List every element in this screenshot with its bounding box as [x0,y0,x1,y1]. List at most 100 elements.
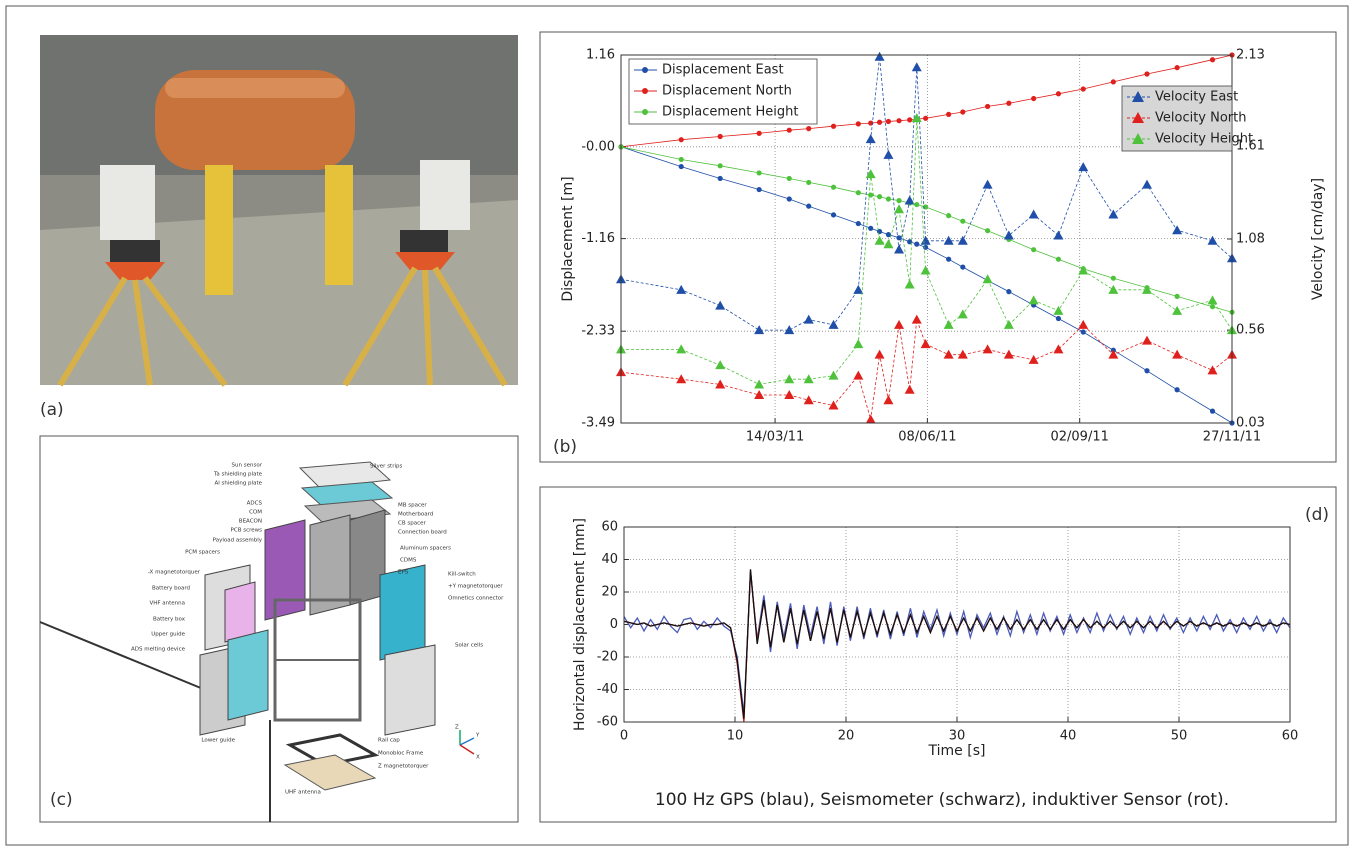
diagram-label: CDMS [400,558,417,564]
diagram-label: Motherboard [398,512,433,518]
diagram-board [224,581,256,643]
marker [865,134,876,144]
marker [874,349,885,359]
marker [914,201,920,208]
y-tick-label: -2.33 [581,324,615,339]
marker [1055,315,1062,322]
marker [1078,319,1089,329]
diagram-label: VHF antenna [149,601,185,607]
marker [876,194,883,200]
diagram-axis [459,744,475,755]
marker [676,344,687,354]
diagram-label: +Y magnetotorquer [448,584,503,590]
diagram [39,461,475,822]
marker [960,109,966,115]
marker [1078,265,1089,275]
marker [1172,349,1183,359]
marker [1028,209,1039,219]
marker [1003,349,1014,359]
diagram-label: Z magnetotorquer [378,764,429,770]
marker [806,126,812,132]
marker [1108,209,1119,219]
marker [678,137,684,143]
y2-tick-label: 2.13 [1236,48,1265,63]
marker [946,213,952,219]
photo-tripod-head [105,262,165,280]
x-tick-label: 40 [1060,729,1077,744]
x-axis-label: Time [s] [928,743,986,759]
marker [828,400,839,410]
x-tick-label: 27/11/11 [1203,430,1261,445]
marker [960,218,966,224]
legend-label: Displacement North [662,84,792,99]
marker [982,179,993,189]
caption: 100 Hz GPS (blau), Seismometer (schwarz)… [655,790,1229,810]
y-tick-label: -3.49 [581,416,615,431]
marker [1055,91,1062,97]
legend-marker [1132,133,1144,144]
marker [806,179,812,186]
marker [1006,100,1012,106]
photo-instrument [100,165,155,240]
marker [1053,230,1064,240]
marker [786,127,792,133]
chart: -60 -40 -20 0 20 40 60 0 10 20 30 40 50 60 Horizontal … [572,518,1298,810]
marker [883,395,894,405]
series-line [623,569,1291,719]
diagram-label: Al shielding plate [214,481,262,487]
marker [784,325,795,335]
panel-label: (c) [50,790,73,810]
y2-tick-label: 1.08 [1236,232,1265,247]
y-tick-label: 40 [601,552,618,567]
photo-tripod-legs [57,266,508,387]
diagram-panel [384,644,436,736]
marker [883,149,894,159]
marker [1207,295,1218,305]
y2-tick-label: 0.56 [1236,323,1265,338]
y-axis-label: Horizontal displacement [mm] [572,518,588,731]
marker [874,51,885,61]
marker [1080,86,1086,92]
marker [1028,295,1039,305]
marker [923,244,929,250]
diagram-label: Rail cap [378,738,400,744]
marker [1174,293,1180,299]
legend-label: Velocity East [1155,90,1238,105]
marker [957,235,968,245]
photo-tripod-head [395,252,455,270]
y2-axis-label: Velocity [cm/day] [1310,178,1326,300]
marker [885,118,892,125]
photo-instrument [420,160,470,230]
marker [1108,284,1119,294]
marker [1209,408,1216,414]
diagram-label: Sun sensor [232,463,263,469]
y-tick-label: 60 [601,520,618,535]
marker [920,339,931,349]
x-tick-label: 08/06/11 [898,430,956,445]
marker [828,370,839,380]
marker [1053,344,1064,354]
diagram-axis-label: X [476,755,480,761]
marker [985,228,991,234]
marker [911,113,922,123]
legend-label: Displacement East [662,63,784,78]
y-tick-label: -0.00 [581,139,615,154]
marker [784,374,795,384]
diagram-label: BEACON [239,519,262,525]
diagram-label: Connection board [398,530,447,536]
marker [1144,71,1150,77]
marker [1209,304,1216,310]
diagram-plate [283,754,377,791]
legend-marker [642,67,648,73]
diagram-label: COM [249,510,262,516]
marker [754,389,765,399]
marker [1055,256,1062,262]
marker [1031,247,1037,253]
marker [883,239,894,249]
series-line [620,319,1233,420]
marker [786,196,792,202]
chart: -3.49 -2.33 -1.16 -0.00 1.16 0.03 0.56 1.08 1.61… [560,48,1326,445]
y-axis-label: Displacement [m] [560,176,576,301]
marker [676,374,687,384]
